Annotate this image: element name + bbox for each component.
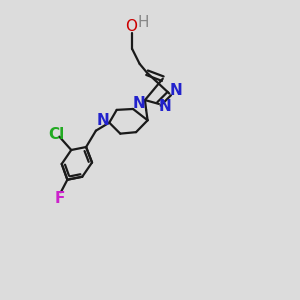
Text: N: N	[169, 83, 182, 98]
Text: N: N	[158, 99, 171, 114]
Text: N: N	[133, 96, 146, 111]
Text: O: O	[125, 19, 137, 34]
Text: H: H	[138, 15, 149, 30]
Text: Cl: Cl	[48, 127, 64, 142]
Text: F: F	[54, 191, 64, 206]
Text: N: N	[97, 113, 110, 128]
